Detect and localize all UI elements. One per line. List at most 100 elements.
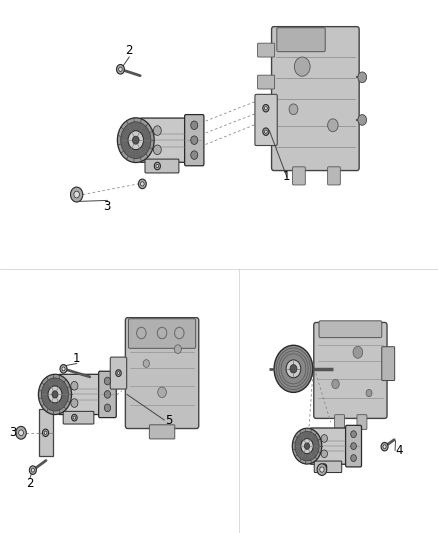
Circle shape <box>358 115 367 125</box>
Circle shape <box>317 464 327 475</box>
Text: 2: 2 <box>26 478 34 490</box>
Circle shape <box>292 428 322 464</box>
Circle shape <box>383 445 386 449</box>
Circle shape <box>332 379 339 389</box>
Circle shape <box>128 131 144 150</box>
Text: 1: 1 <box>283 171 291 183</box>
FancyBboxPatch shape <box>145 159 179 173</box>
FancyBboxPatch shape <box>255 94 277 146</box>
Circle shape <box>141 182 144 186</box>
Circle shape <box>71 399 78 407</box>
Circle shape <box>104 391 111 398</box>
Circle shape <box>116 370 121 376</box>
Circle shape <box>304 443 310 449</box>
FancyBboxPatch shape <box>128 319 196 349</box>
Circle shape <box>72 414 77 421</box>
Circle shape <box>153 126 161 135</box>
Circle shape <box>301 439 313 454</box>
Circle shape <box>31 468 35 472</box>
Circle shape <box>174 345 181 353</box>
Circle shape <box>328 119 338 132</box>
Circle shape <box>286 360 301 378</box>
Circle shape <box>16 426 26 439</box>
Circle shape <box>263 128 269 135</box>
Circle shape <box>289 104 298 115</box>
Circle shape <box>42 429 49 437</box>
FancyBboxPatch shape <box>258 118 275 132</box>
FancyBboxPatch shape <box>99 371 116 418</box>
Circle shape <box>29 466 36 474</box>
FancyBboxPatch shape <box>277 28 325 52</box>
Circle shape <box>74 191 79 198</box>
FancyBboxPatch shape <box>357 415 367 430</box>
Circle shape <box>321 434 328 442</box>
Circle shape <box>265 130 267 133</box>
Circle shape <box>73 416 76 419</box>
FancyBboxPatch shape <box>319 321 382 337</box>
Circle shape <box>353 346 363 358</box>
Circle shape <box>71 382 78 390</box>
Circle shape <box>274 345 313 392</box>
Circle shape <box>322 464 327 470</box>
Text: 1: 1 <box>73 352 81 365</box>
Circle shape <box>71 187 83 202</box>
FancyBboxPatch shape <box>110 357 127 389</box>
Circle shape <box>295 431 319 461</box>
Circle shape <box>117 64 124 74</box>
FancyBboxPatch shape <box>328 167 340 185</box>
FancyBboxPatch shape <box>346 425 361 467</box>
FancyBboxPatch shape <box>184 115 204 166</box>
Circle shape <box>351 455 357 462</box>
Circle shape <box>294 57 310 76</box>
Circle shape <box>265 107 267 110</box>
FancyBboxPatch shape <box>272 27 359 171</box>
FancyBboxPatch shape <box>139 118 189 162</box>
Circle shape <box>119 67 122 71</box>
Circle shape <box>191 121 198 130</box>
FancyBboxPatch shape <box>258 75 275 89</box>
Circle shape <box>154 162 160 169</box>
FancyBboxPatch shape <box>63 411 94 424</box>
Text: 2: 2 <box>125 44 133 57</box>
Circle shape <box>321 450 328 458</box>
Circle shape <box>104 377 111 385</box>
Circle shape <box>158 387 166 398</box>
Circle shape <box>42 378 68 411</box>
Circle shape <box>104 404 111 411</box>
Text: 5: 5 <box>165 414 172 426</box>
FancyBboxPatch shape <box>58 374 103 415</box>
FancyBboxPatch shape <box>258 43 275 57</box>
Text: 4: 4 <box>396 444 403 457</box>
Circle shape <box>263 104 269 112</box>
Circle shape <box>117 372 120 375</box>
Circle shape <box>358 72 367 83</box>
Circle shape <box>191 151 198 159</box>
Circle shape <box>138 179 146 189</box>
FancyBboxPatch shape <box>125 318 199 429</box>
FancyBboxPatch shape <box>382 347 395 381</box>
Circle shape <box>320 467 324 472</box>
Circle shape <box>52 391 58 398</box>
Circle shape <box>143 360 149 367</box>
Circle shape <box>323 465 325 468</box>
FancyBboxPatch shape <box>314 322 387 418</box>
Polygon shape <box>39 409 53 456</box>
Circle shape <box>117 118 154 163</box>
Circle shape <box>60 365 67 373</box>
Circle shape <box>351 443 357 449</box>
FancyBboxPatch shape <box>149 425 175 439</box>
Circle shape <box>48 386 62 403</box>
Circle shape <box>44 431 47 434</box>
Circle shape <box>121 122 151 158</box>
Circle shape <box>381 442 388 451</box>
Circle shape <box>132 136 139 144</box>
Circle shape <box>290 365 297 373</box>
FancyBboxPatch shape <box>335 415 345 430</box>
Text: 3: 3 <box>104 200 111 213</box>
Circle shape <box>156 164 159 168</box>
Circle shape <box>351 431 357 438</box>
Circle shape <box>62 367 65 371</box>
Circle shape <box>366 390 372 397</box>
Circle shape <box>19 430 23 435</box>
Circle shape <box>153 145 161 155</box>
